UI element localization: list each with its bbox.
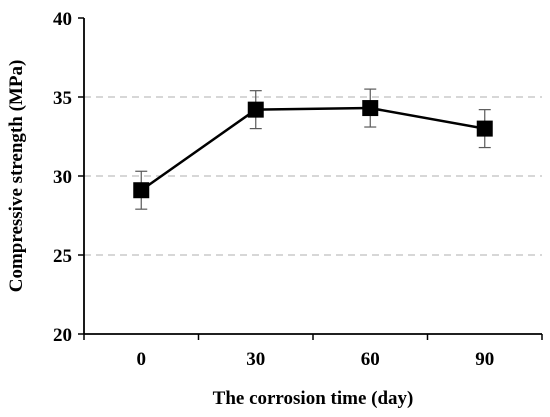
y-tick-label: 25	[53, 246, 72, 267]
y-tick-label: 40	[53, 9, 72, 30]
data-point-0	[133, 182, 150, 199]
x-axis-ticks: 0 30 60 90	[83, 334, 543, 370]
data-markers	[133, 100, 493, 199]
y-tick-label: 20	[53, 325, 72, 346]
data-point-90	[476, 120, 493, 137]
y-tick-label: 35	[53, 88, 72, 109]
x-tick-label: 30	[246, 349, 265, 370]
x-tick-label: 60	[361, 349, 380, 370]
x-tick-label: 0	[137, 349, 147, 370]
data-point-30	[247, 101, 264, 118]
x-tick-label: 90	[475, 349, 494, 370]
data-point-60	[362, 100, 379, 117]
y-tick-label: 30	[53, 167, 72, 188]
y-axis-ticks: 20 25 30 35 40	[53, 9, 84, 346]
y-axis-title: Compressive strength (MPa)	[6, 60, 27, 293]
series-line	[140, 106, 485, 192]
x-axis-title: The corrosion time (day)	[213, 388, 414, 409]
gridlines	[84, 96, 542, 256]
error-bars	[135, 88, 491, 210]
